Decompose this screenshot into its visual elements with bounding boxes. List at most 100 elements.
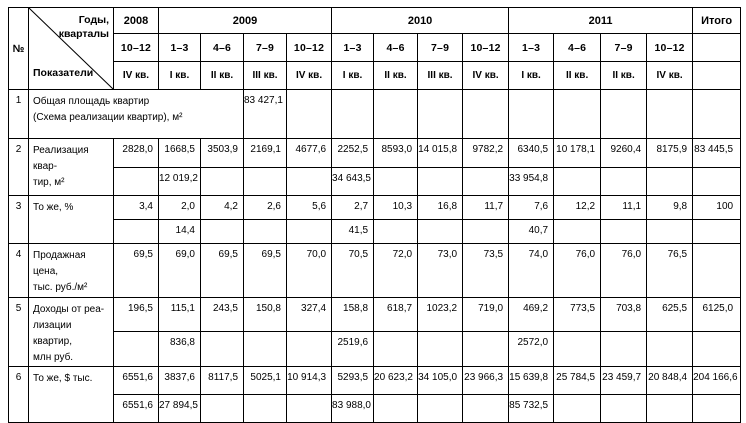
value-cell: 73,5 xyxy=(462,243,510,298)
value-cell: 5025,1 xyxy=(243,366,287,396)
value-cell: 70,5 xyxy=(331,243,375,298)
value-cell: 10,3 xyxy=(373,195,419,220)
value-cell xyxy=(373,89,419,139)
subtotal-cell xyxy=(285,331,333,368)
column-header-number: № xyxy=(8,7,29,90)
value-cell: 7,6 xyxy=(508,195,555,220)
quarter-range-cell: 10–12 xyxy=(285,33,333,62)
table-row: 4 Продажная цена, тыс. руб./м² 69,5 69,0 69,… xyxy=(8,243,742,298)
row-total-cell: 100 xyxy=(692,195,742,220)
subtotal-cell xyxy=(113,219,159,244)
subtotal-cell xyxy=(462,167,510,196)
value-cell: 72,0 xyxy=(373,243,419,298)
corner-header-cell: Годы, кварталы Показатели xyxy=(28,7,114,90)
value-cell: 23 966,3 xyxy=(462,366,510,396)
value-cell: 115,1 xyxy=(158,296,201,333)
value-cell: 11,1 xyxy=(600,195,648,220)
row-label: То же, % xyxy=(28,195,114,244)
sales-quarterly-table: № Годы, кварталы Показатели 2008 2009 2010… xyxy=(8,7,742,423)
value-cell: 2,7 xyxy=(331,195,375,220)
quarter-label-cell: IV кв. xyxy=(113,61,159,90)
quarter-range-cell: 10–12 xyxy=(462,33,510,62)
corner-years-label: Годы, кварталы xyxy=(58,14,109,40)
value-cell: 5,6 xyxy=(285,195,333,220)
row-total-cell xyxy=(692,89,742,139)
value-cell: 73,0 xyxy=(417,243,464,298)
subtotal-cell: 12 019,2 xyxy=(158,167,201,196)
subtotal-cell: 40,7 xyxy=(508,219,555,244)
value-cell: 14 015,8 xyxy=(417,138,464,168)
quarter-label-cell: I кв. xyxy=(158,61,201,90)
header-quarters-row: IV кв. I кв. II кв. III кв. IV кв. I кв. II кв… xyxy=(9,61,742,90)
value-cell: 69,5 xyxy=(113,243,159,298)
header-years-row: № Годы, кварталы Показатели 2008 2009 2010… xyxy=(8,7,742,90)
value-cell: 16,8 xyxy=(417,195,464,220)
value-cell: 5293,5 xyxy=(331,366,375,396)
row-number: 2 xyxy=(8,138,29,196)
table-subrow: 14,4 41,5 40,7 xyxy=(9,219,742,244)
year-header-2008: 2008 xyxy=(113,7,159,34)
total-column-empty-cell xyxy=(692,33,742,62)
row-number: 6 xyxy=(8,366,29,423)
subtotal-cell xyxy=(553,331,602,368)
subtotal-cell xyxy=(600,219,648,244)
subtotal-cell: 33 954,8 xyxy=(508,167,555,196)
value-cell: 3,4 xyxy=(113,195,159,220)
subtotal-cell: 836,8 xyxy=(158,331,201,368)
subtotal-cell xyxy=(417,219,464,244)
value-cell: 10 914,3 xyxy=(285,366,333,396)
value-cell: 6340,5 xyxy=(508,138,555,168)
value-cell: 20 623,2 xyxy=(373,366,419,396)
value-cell: 23 459,7 xyxy=(600,366,648,396)
subtotal-cell xyxy=(285,219,333,244)
table-subrow: 12 019,2 34 643,5 33 954,8 xyxy=(9,167,742,196)
value-cell xyxy=(285,89,333,139)
year-header-2010: 2010 xyxy=(331,7,510,34)
row-number: 4 xyxy=(8,243,29,298)
quarter-range-cell: 7–9 xyxy=(600,33,648,62)
subtotal-cell xyxy=(600,331,648,368)
subtotal-cell xyxy=(417,331,464,368)
subtotal-total-cell xyxy=(692,331,742,368)
subtotal-cell xyxy=(285,167,333,196)
table-row: 2 Реализация квар- тир, м² 2828,0 1668,5 350… xyxy=(8,138,742,196)
subtotal-cell xyxy=(373,331,419,368)
subtotal-cell xyxy=(243,331,287,368)
row-label: Общая площадь квартир (Схема реализации … xyxy=(28,89,244,139)
quarter-label-cell: IV кв. xyxy=(285,61,333,90)
value-cell: 150,8 xyxy=(243,296,287,333)
quarter-range-cell: 1–3 xyxy=(158,33,201,62)
value-cell: 9260,4 xyxy=(600,138,648,168)
value-cell xyxy=(417,89,464,139)
total-column-empty-cell xyxy=(692,61,742,90)
value-cell: 2828,0 xyxy=(113,138,159,168)
row-total-cell xyxy=(692,243,742,298)
value-cell: 83 427,1 xyxy=(243,89,287,139)
row-number: 5 xyxy=(8,296,29,368)
subtotal-cell xyxy=(200,219,244,244)
year-header-2011: 2011 xyxy=(508,7,694,34)
quarter-range-cell: 4–6 xyxy=(373,33,419,62)
subtotal-cell xyxy=(243,219,287,244)
quarter-label-cell: II кв. xyxy=(553,61,602,90)
value-cell: 3837,6 xyxy=(158,366,201,396)
subtotal-cell xyxy=(600,167,648,196)
value-cell: 196,5 xyxy=(113,296,159,333)
row-label: То же, $ тыс. xyxy=(28,366,114,423)
subtotal-cell xyxy=(417,167,464,196)
subtotal-cell xyxy=(113,331,159,368)
table-row: 1 Общая площадь квартир (Схема реализации… xyxy=(8,89,742,139)
value-cell: 703,8 xyxy=(600,296,648,333)
value-cell: 4677,6 xyxy=(285,138,333,168)
value-cell: 8117,5 xyxy=(200,366,244,396)
row-total-cell: 6125,0 xyxy=(692,296,742,333)
value-cell: 76,0 xyxy=(600,243,648,298)
value-cell: 12,2 xyxy=(553,195,602,220)
quarter-range-cell: 1–3 xyxy=(508,33,555,62)
row-total-cell: 83 445,5 xyxy=(692,138,742,168)
subtotal-cell xyxy=(113,167,159,196)
value-cell: 76,5 xyxy=(646,243,694,298)
total-column-header: Итого xyxy=(692,7,742,34)
value-cell: 2252,5 xyxy=(331,138,375,168)
